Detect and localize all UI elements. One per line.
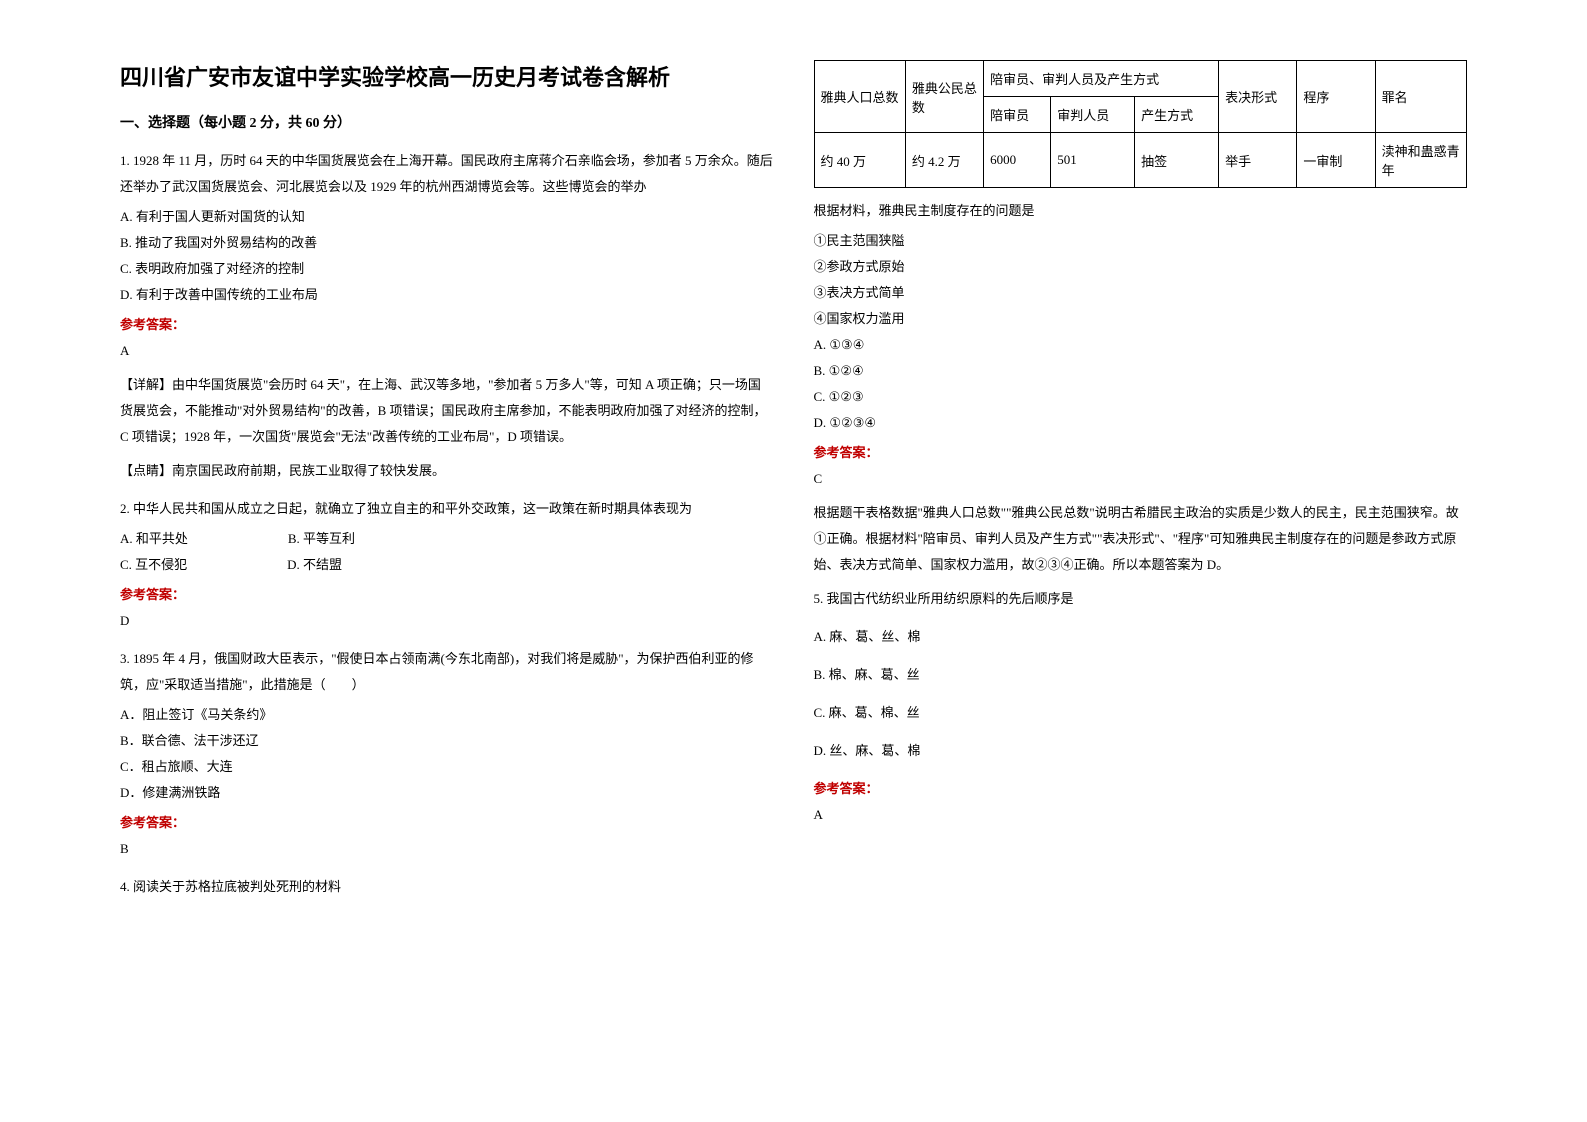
q2-option-c: C. 互不侵犯 [120,552,187,578]
q4-statement-3: ③表决方式简单 [814,280,1468,306]
q4-analysis: 根据题干表格数据"雅典人口总数""雅典公民总数"说明古希腊民主政治的实质是少数人… [814,500,1468,578]
q4-statement-4: ④国家权力滥用 [814,306,1468,332]
td-method: 抽签 [1135,133,1219,188]
th-juror: 陪审员 [984,97,1051,133]
td-charge: 渎神和蛊惑青年 [1375,133,1466,188]
q2-stem: 2. 中华人民共和国从成立之日起，就确立了独立自主的和平外交政策，这一政策在新时… [120,496,774,522]
q4-option-a: A. ①③④ [814,332,1468,358]
th-charge: 罪名 [1375,61,1466,133]
q3-answer: B [120,836,774,862]
q4-answer: C [814,466,1468,492]
q5-option-b: B. 棉、麻、葛、丝 [814,662,1468,688]
th-citizens: 雅典公民总数 [905,61,983,133]
q3-answer-label: 参考答案： [120,810,774,836]
th-vote-form: 表决形式 [1219,61,1297,133]
q4-table: 雅典人口总数 雅典公民总数 陪审员、审判人员及产生方式 表决形式 程序 罪名 陪… [814,60,1468,188]
q4-option-c: C. ①②③ [814,384,1468,410]
table-data-row: 约 40 万 约 4.2 万 6000 501 抽签 举手 一审制 渎神和蛊惑青… [814,133,1467,188]
q5-answer: A [814,802,1468,828]
q1-answer-label: 参考答案： [120,312,774,338]
q4-after-table: 根据材料，雅典民主制度存在的问题是 [814,198,1468,224]
question-2: 2. 中华人民共和国从成立之日起，就确立了独立自主的和平外交政策，这一政策在新时… [120,496,774,634]
question-3: 3. 1895 年 4 月，俄国财政大臣表示，"假使日本占领南满(今东北南部)，… [120,646,774,862]
q1-option-c: C. 表明政府加强了对经济的控制 [120,256,774,282]
td-judge: 501 [1051,133,1135,188]
q1-tip: 【点睛】南京国民政府前期，民族工业取得了较快发展。 [120,458,774,484]
table-header-row-1: 雅典人口总数 雅典公民总数 陪审员、审判人员及产生方式 表决形式 程序 罪名 [814,61,1467,97]
q3-option-d: D．修建满洲铁路 [120,780,774,806]
th-population: 雅典人口总数 [814,61,905,133]
q4-option-d: D. ①②③④ [814,410,1468,436]
td-juror: 6000 [984,133,1051,188]
q5-stem: 5. 我国古代纺织业所用纺织原料的先后顺序是 [814,586,1468,612]
q5-option-c: C. 麻、葛、棉、丝 [814,700,1468,726]
q5-option-a: A. 麻、葛、丝、棉 [814,624,1468,650]
q4-statement-1: ①民主范围狭隘 [814,228,1468,254]
q3-option-a: A．阻止签订《马关条约》 [120,702,774,728]
q5-option-d: D. 丝、麻、葛、棉 [814,738,1468,764]
right-column: 雅典人口总数 雅典公民总数 陪审员、审判人员及产生方式 表决形式 程序 罪名 陪… [794,60,1488,1062]
q2-option-b: B. 平等互利 [288,526,355,552]
q4-option-b: B. ①②④ [814,358,1468,384]
q1-option-a: A. 有利于国人更新对国货的认知 [120,204,774,230]
q2-option-a: A. 和平共处 [120,526,188,552]
q4-stem: 4. 阅读关于苏格拉底被判处死刑的材料 [120,874,774,900]
th-procedure: 程序 [1297,61,1375,133]
question-4-start: 4. 阅读关于苏格拉底被判处死刑的材料 [120,874,774,900]
th-method: 产生方式 [1135,97,1219,133]
q3-option-c: C．租占旅顺、大连 [120,754,774,780]
td-population: 约 40 万 [814,133,905,188]
q5-answer-label: 参考答案： [814,776,1468,802]
q2-answer: D [120,608,774,634]
q2-option-d: D. 不结盟 [287,552,342,578]
td-vote-form: 举手 [1219,133,1297,188]
td-procedure: 一审制 [1297,133,1375,188]
q2-answer-label: 参考答案： [120,582,774,608]
question-5: 5. 我国古代纺织业所用纺织原料的先后顺序是 A. 麻、葛、丝、棉 B. 棉、麻… [814,586,1468,828]
q3-option-b: B．联合德、法干涉还辽 [120,728,774,754]
q1-option-b: B. 推动了我国对外贸易结构的改善 [120,230,774,256]
q1-answer: A [120,338,774,364]
document-title: 四川省广安市友谊中学实验学校高一历史月考试卷含解析 [120,60,774,92]
q1-option-d: D. 有利于改善中国传统的工业布局 [120,282,774,308]
q3-stem: 3. 1895 年 4 月，俄国财政大臣表示，"假使日本占领南满(今东北南部)，… [120,646,774,698]
th-jury-span: 陪审员、审判人员及产生方式 [984,61,1219,97]
section-heading: 一、选择题（每小题 2 分，共 60 分） [120,112,774,132]
q1-analysis: 【详解】由中华国货展览"会历时 64 天"，在上海、武汉等多地，"参加者 5 万… [120,372,774,450]
td-citizens: 约 4.2 万 [905,133,983,188]
th-judge: 审判人员 [1051,97,1135,133]
q4-statement-2: ②参政方式原始 [814,254,1468,280]
q4-answer-label: 参考答案： [814,440,1468,466]
question-1: 1. 1928 年 11 月，历时 64 天的中华国货展览会在上海开幕。国民政府… [120,148,774,484]
left-column: 四川省广安市友谊中学实验学校高一历史月考试卷含解析 一、选择题（每小题 2 分，… [100,60,794,1062]
q1-stem: 1. 1928 年 11 月，历时 64 天的中华国货展览会在上海开幕。国民政府… [120,148,774,200]
